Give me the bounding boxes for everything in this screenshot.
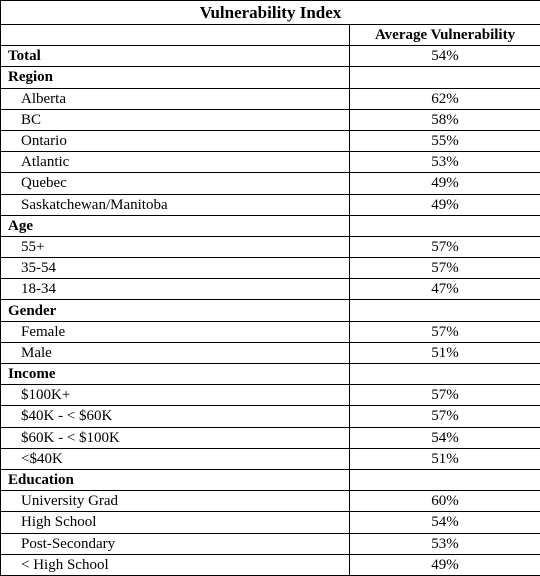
section-row: Age (1, 215, 540, 236)
section-row: Gender (1, 300, 540, 321)
row-value: 57% (350, 406, 540, 427)
row-value: 47% (350, 279, 540, 300)
row-value: 55% (350, 130, 540, 151)
row-value: 57% (350, 258, 540, 279)
section-row: Income (1, 364, 540, 385)
row-value: 49% (350, 194, 540, 215)
row-label: Region (1, 67, 350, 88)
row-label: High School (1, 512, 350, 533)
row-value: 51% (350, 448, 540, 469)
table-title: Vulnerability Index (1, 1, 540, 25)
section-row: Region (1, 67, 540, 88)
row-value: 57% (350, 321, 540, 342)
row-value: 54% (350, 512, 540, 533)
row-label: Quebec (1, 173, 350, 194)
row-label: Female (1, 321, 350, 342)
row-value (350, 215, 540, 236)
row-value: 54% (350, 46, 540, 67)
row-label: $40K - < $60K (1, 406, 350, 427)
row-label: $100K+ (1, 385, 350, 406)
row-value: 49% (350, 554, 540, 575)
row-value: 51% (350, 342, 540, 363)
row-value: 58% (350, 109, 540, 130)
header-row: Average Vulnerability (1, 25, 540, 46)
row-label: 35-54 (1, 258, 350, 279)
row-value (350, 469, 540, 490)
row-label: $60K - < $100K (1, 427, 350, 448)
row-label: Gender (1, 300, 350, 321)
row-label: Education (1, 469, 350, 490)
row-label: 55+ (1, 236, 350, 257)
row-label: Male (1, 342, 350, 363)
section-row: Education (1, 469, 540, 490)
item-row: $100K+57% (1, 385, 540, 406)
row-value (350, 300, 540, 321)
row-label: University Grad (1, 491, 350, 512)
row-value: 57% (350, 236, 540, 257)
row-value: 53% (350, 152, 540, 173)
row-value: 53% (350, 533, 540, 554)
row-value: 49% (350, 173, 540, 194)
row-label: BC (1, 109, 350, 130)
row-value (350, 67, 540, 88)
row-label: Atlantic (1, 152, 350, 173)
row-label: Total (1, 46, 350, 67)
title-row: Vulnerability Index (1, 1, 540, 25)
header-blank (1, 25, 350, 46)
row-label: Post-Secondary (1, 533, 350, 554)
row-value (350, 364, 540, 385)
row-value: 57% (350, 385, 540, 406)
row-label: <$40K (1, 448, 350, 469)
row-label: Alberta (1, 88, 350, 109)
column-header: Average Vulnerability (350, 25, 540, 46)
item-row: 55+57% (1, 236, 540, 257)
row-label: Age (1, 215, 350, 236)
row-label: Ontario (1, 130, 350, 151)
row-label: Saskatchewan/Manitoba (1, 194, 350, 215)
row-value: 62% (350, 88, 540, 109)
row-label: Income (1, 364, 350, 385)
row-label: 18-34 (1, 279, 350, 300)
row-label: < High School (1, 554, 350, 575)
row-value: 60% (350, 491, 540, 512)
row-value: 54% (350, 427, 540, 448)
